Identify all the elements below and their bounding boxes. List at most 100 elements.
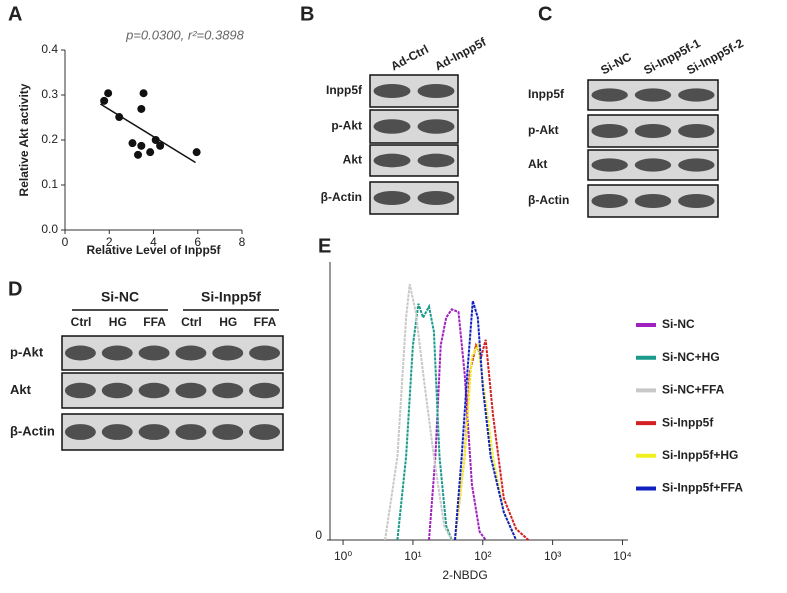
histogram-curve bbox=[428, 308, 487, 541]
blot-strip bbox=[61, 372, 284, 409]
group-label: Si-Inpp5f bbox=[201, 289, 261, 305]
blot-band bbox=[591, 123, 628, 139]
row-label: p-Akt bbox=[331, 119, 362, 133]
blot-band bbox=[678, 123, 715, 139]
x-tick-label: 0 bbox=[62, 235, 69, 249]
x-tick-label: 2 bbox=[106, 235, 113, 249]
row-label: Akt bbox=[10, 382, 32, 397]
x-tick-label: 10¹ bbox=[404, 549, 421, 563]
blot-band bbox=[591, 193, 628, 209]
y-axis-label: Relative Akt activity bbox=[17, 83, 31, 196]
blot-band bbox=[417, 190, 455, 206]
legend-label: Si-NC+HG bbox=[662, 350, 720, 364]
blot-band bbox=[634, 158, 672, 172]
blot-band bbox=[212, 424, 244, 440]
histogram-curve bbox=[454, 300, 518, 541]
blot-band bbox=[138, 424, 170, 440]
x-tick-label: 8 bbox=[239, 235, 246, 249]
scatter-point bbox=[156, 141, 165, 150]
blot-band bbox=[417, 153, 455, 168]
blot-band bbox=[101, 382, 133, 399]
scatter-point bbox=[137, 104, 146, 113]
column-label: FFA bbox=[143, 315, 166, 329]
column-label: Ad-Ctrl bbox=[388, 42, 430, 73]
scatter-point bbox=[134, 150, 143, 159]
x-tick-label: 4 bbox=[150, 235, 157, 249]
panel-label: B bbox=[300, 3, 314, 25]
scatter-point bbox=[151, 136, 160, 144]
row-label: Inpp5f bbox=[528, 87, 565, 101]
column-label: HG bbox=[219, 315, 237, 329]
y-tick-label: 0.4 bbox=[41, 42, 58, 56]
blot-band bbox=[138, 382, 170, 399]
row-label: p-Akt bbox=[528, 123, 559, 137]
row-label: Akt bbox=[343, 153, 362, 167]
blot-band bbox=[175, 382, 207, 399]
histogram-curve bbox=[384, 283, 453, 541]
blot-band bbox=[373, 190, 411, 206]
blot-band bbox=[101, 424, 133, 440]
legend-label: Si-Inpp5f+HG bbox=[662, 448, 738, 462]
column-label: FFA bbox=[254, 315, 277, 329]
blot-band bbox=[373, 83, 411, 99]
legend-label: Si-Inpp5f bbox=[662, 415, 714, 429]
row-label: β-Actin bbox=[321, 190, 362, 204]
scatter-point bbox=[128, 139, 137, 148]
x-tick-label: 10⁰ bbox=[334, 549, 352, 563]
blot-band bbox=[634, 88, 672, 102]
panel-label: A bbox=[8, 3, 22, 25]
legend-label: Si-Inpp5f+FFA bbox=[662, 481, 743, 495]
column-label: Ctrl bbox=[181, 315, 202, 329]
column-label: Si-NC bbox=[598, 50, 634, 78]
x-tick-label: 6 bbox=[194, 235, 201, 249]
blot-band bbox=[678, 158, 715, 172]
blot-band bbox=[212, 345, 244, 361]
blot-band bbox=[373, 153, 411, 168]
histogram-curve bbox=[454, 342, 518, 541]
blot-band bbox=[417, 83, 455, 99]
blot-band bbox=[249, 382, 281, 399]
column-label: Ctrl bbox=[71, 315, 92, 329]
scatter-point bbox=[100, 96, 109, 105]
scatter-point bbox=[146, 148, 155, 157]
group-label: Si-NC bbox=[101, 289, 139, 305]
scatter-point bbox=[104, 89, 113, 98]
y-tick-label: 0.2 bbox=[41, 132, 58, 146]
legend-label: Si-NC+FFA bbox=[662, 383, 725, 397]
x-axis-label: Relative Level of Inpp5f bbox=[86, 243, 221, 257]
column-label: Ad-Inpp5f bbox=[432, 34, 489, 73]
scatter-point bbox=[115, 113, 124, 122]
blot-band bbox=[175, 424, 207, 440]
blot-band bbox=[64, 345, 96, 361]
blot-strip bbox=[61, 413, 284, 451]
scatter-point bbox=[192, 148, 201, 157]
blot-band bbox=[373, 119, 411, 134]
histogram-curve bbox=[396, 303, 453, 541]
blot-band bbox=[634, 123, 672, 139]
row-label: p-Akt bbox=[10, 344, 44, 359]
y-tick-label: 0 bbox=[315, 528, 322, 542]
row-label: Inpp5f bbox=[326, 83, 363, 97]
blot-band bbox=[678, 88, 715, 102]
y-tick-label: 0.3 bbox=[41, 87, 58, 101]
x-axis-label: 2-NBDG bbox=[442, 568, 487, 582]
y-tick-label: 0.0 bbox=[41, 222, 58, 236]
panel-label: C bbox=[538, 3, 552, 25]
x-tick-label: 10² bbox=[474, 549, 491, 563]
row-label: β-Actin bbox=[10, 423, 55, 438]
blot-band bbox=[634, 193, 672, 209]
blot-band bbox=[591, 88, 628, 102]
x-tick-label: 10⁴ bbox=[613, 549, 632, 563]
blot-band bbox=[249, 424, 281, 440]
blot-band bbox=[64, 382, 96, 399]
blot-band bbox=[138, 345, 170, 361]
blot-strip bbox=[61, 335, 284, 371]
blot-band bbox=[249, 345, 281, 361]
row-label: β-Actin bbox=[528, 193, 569, 207]
blot-band bbox=[175, 345, 207, 361]
row-label: Akt bbox=[528, 157, 547, 171]
blot-band bbox=[101, 345, 133, 361]
legend-label: Si-NC bbox=[662, 317, 695, 331]
scatter-point bbox=[137, 141, 146, 150]
